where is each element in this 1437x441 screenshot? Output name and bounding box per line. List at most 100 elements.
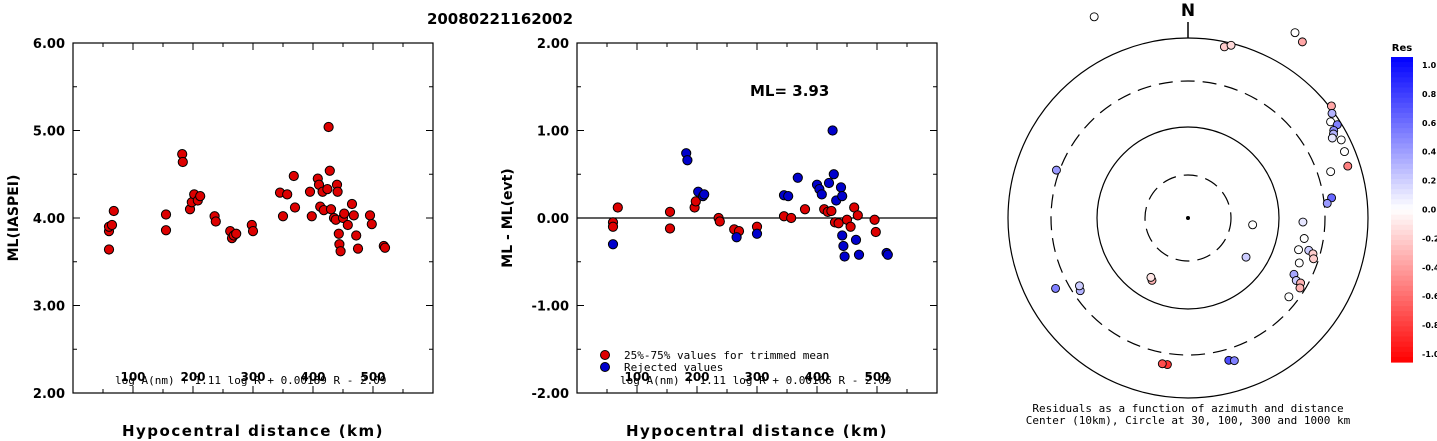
colorbar-segment — [1391, 275, 1413, 282]
x-tick-label: 500 — [360, 370, 385, 384]
colorbar-segment — [1391, 245, 1413, 251]
colorbar-segment — [1391, 72, 1413, 78]
data-point — [177, 156, 188, 168]
caption-line1: Residuals as a function of azimuth and d… — [1032, 402, 1343, 415]
colorbar-segment — [1391, 179, 1413, 185]
station-point — [1298, 217, 1308, 227]
data-point — [783, 191, 794, 202]
data-point — [210, 216, 221, 227]
data-point — [870, 226, 881, 238]
colorbar-tick-label: -0.8 — [1422, 321, 1437, 330]
y-tick-label: 2.00 — [33, 387, 65, 402]
legend-marker-rejected — [600, 362, 610, 372]
chart-azimuth-residuals: N Residuals as a function of azimuth and… — [1007, 1, 1437, 427]
colorbar-segment — [1391, 311, 1413, 317]
x-tick-label: 200 — [684, 370, 709, 384]
data-point — [869, 214, 880, 225]
colorbar-segment — [1391, 102, 1413, 109]
data-point — [231, 228, 242, 239]
colorbar-segment — [1391, 336, 1413, 343]
colorbar-segment — [1391, 214, 1413, 221]
data-point — [342, 219, 353, 231]
data-point — [607, 239, 619, 250]
chart-ml-iaspei: ML(IASPEI) Hypocentral distance (km) log… — [6, 37, 434, 440]
colorbar-tick-label: -0.6 — [1422, 292, 1437, 301]
legend-label-rejected: Rejected values — [624, 361, 723, 374]
x-axis-label: Hypocentral distance (km) — [626, 422, 888, 440]
colorbar-title: Res — [1392, 43, 1412, 54]
station-points — [1051, 12, 1353, 370]
colorbar-segment — [1391, 280, 1413, 287]
colorbar-segment — [1391, 341, 1413, 348]
station-point — [1074, 281, 1084, 291]
station-point — [1327, 133, 1337, 143]
data-point — [304, 186, 316, 197]
colorbar-segment — [1391, 153, 1413, 160]
colorbar-segment — [1391, 224, 1413, 231]
data-point — [833, 218, 844, 229]
data-point — [364, 210, 376, 221]
colorbar-segment — [1391, 133, 1413, 139]
data-point — [306, 211, 317, 222]
data-point — [714, 216, 725, 227]
colorbar-tick-label: 0.2 — [1422, 177, 1436, 186]
colorbar-segment — [1391, 219, 1413, 226]
data-point — [664, 206, 676, 217]
y-tick-label: 6.00 — [33, 37, 65, 52]
station-point — [1146, 272, 1156, 282]
station-point — [1322, 198, 1332, 208]
x-tick-label: 500 — [864, 370, 889, 384]
data-point — [106, 219, 118, 231]
data-point — [332, 186, 343, 197]
data-point — [882, 249, 893, 260]
colorbar-segment — [1391, 204, 1413, 211]
colorbar-segment — [1391, 346, 1413, 353]
data-point — [324, 165, 335, 176]
data-point — [607, 221, 619, 232]
data-point — [827, 125, 838, 136]
y-tick-label: 0.00 — [537, 212, 569, 227]
data-point — [826, 205, 837, 217]
ring-100km — [1096, 126, 1280, 310]
colorbar-segment — [1391, 356, 1413, 363]
x-tick-label: 100 — [120, 370, 145, 384]
data-point — [816, 189, 827, 200]
y-tick-label: -1.00 — [532, 300, 569, 315]
data-point — [323, 121, 334, 133]
data-point — [835, 182, 847, 193]
y-tick-label: 2.00 — [537, 37, 569, 52]
x-tick-label: 400 — [804, 370, 829, 384]
colorbar-segment — [1391, 112, 1413, 119]
station-point — [1297, 37, 1307, 47]
y-axis-label: ML - ML(evt) — [500, 168, 516, 267]
colorbar-tick-label: -1.0 — [1422, 350, 1437, 359]
colorbar-segment — [1391, 189, 1413, 195]
station-point — [1295, 283, 1305, 293]
data-point — [366, 219, 377, 230]
data-points — [103, 121, 391, 257]
colorbar-segment — [1391, 331, 1413, 338]
station-point — [1229, 356, 1239, 366]
colorbar-tick-label: -0.4 — [1422, 263, 1437, 272]
legend-label-trimmed: 25%-75% values for trimmed mean — [624, 349, 829, 362]
data-point — [838, 240, 849, 252]
ticks: -2.00 -1.00 0.00 1.00 2.00 100 200 300 400 500 — [532, 37, 937, 402]
event-title: 20080221162002 — [427, 10, 573, 28]
data-point — [322, 184, 333, 195]
colorbar-segment — [1391, 321, 1413, 328]
station-point — [1157, 359, 1167, 369]
colorbar-segment — [1391, 255, 1413, 261]
data-point — [379, 242, 391, 253]
data-point — [108, 205, 119, 217]
north-label: N — [1181, 1, 1195, 21]
formula: log A(nm) + 1.11 log R + 0.00189 R - 2.0… — [115, 374, 387, 387]
colorbar-segment — [1391, 229, 1413, 236]
station-point — [1294, 258, 1304, 268]
station-point — [1326, 101, 1336, 111]
colorbar-segment — [1391, 87, 1413, 94]
data-point — [195, 191, 206, 202]
station-point — [1089, 12, 1099, 22]
colorbar-segment — [1391, 184, 1413, 190]
data-point — [282, 189, 293, 200]
